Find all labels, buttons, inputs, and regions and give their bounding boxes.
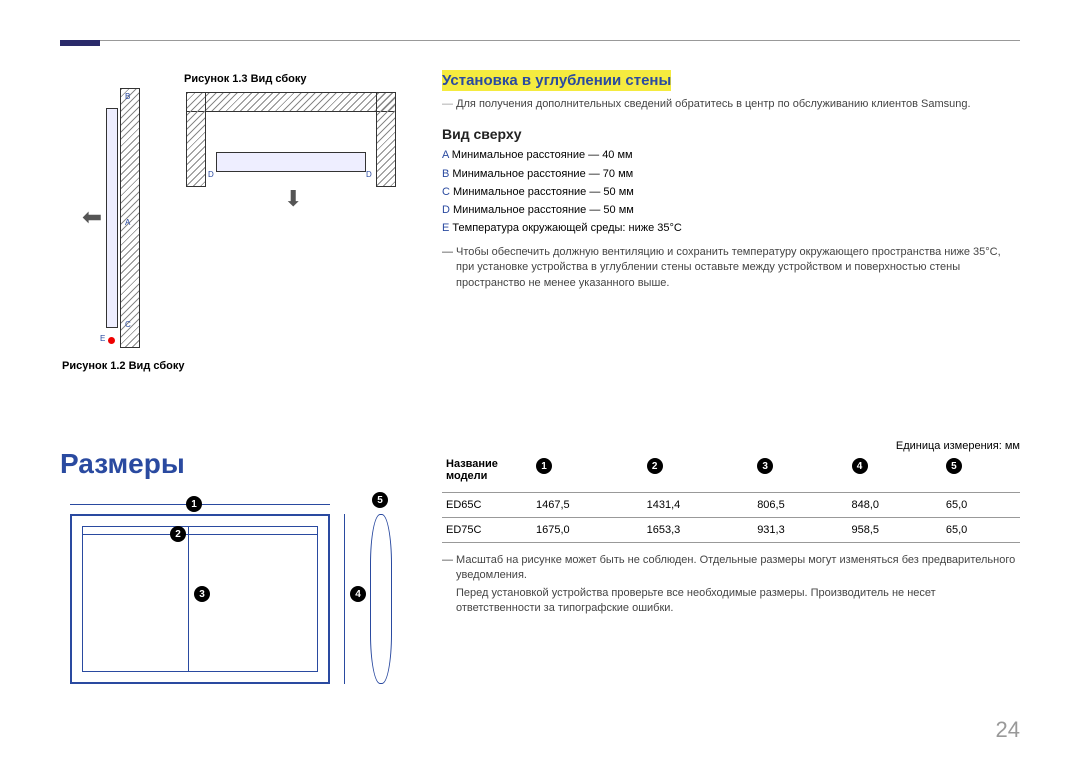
dimensions-table-wrap: Название модели 1 2 3 4 5 ED65C 1467,5 1… <box>442 452 1020 619</box>
col-2-icon: 2 <box>647 458 663 474</box>
side-profile-outline <box>370 514 392 684</box>
label-C: C <box>125 320 131 329</box>
top-wall-top <box>186 92 396 112</box>
header-rule <box>60 40 1020 41</box>
side-panel <box>106 108 118 328</box>
cell: 65,0 <box>942 493 1020 518</box>
distance-text: Температура окружающей среды: ниже 35°C <box>452 222 681 234</box>
cell-model: ED75C <box>442 518 532 543</box>
distance-item: E Температура окружающей среды: ниже 35°… <box>442 219 1020 237</box>
cell: 848,0 <box>848 493 942 518</box>
label-B: B <box>125 92 130 101</box>
callout-3-icon: 3 <box>194 586 210 602</box>
distance-item: D Минимальное расстояние — 50 мм <box>442 201 1020 219</box>
top-wall-left <box>186 92 206 187</box>
distance-text: Минимальное расстояние — 50 мм <box>453 186 634 198</box>
temperature-dot-icon <box>108 337 115 344</box>
side-arrow-icon: ⬅ <box>82 203 102 232</box>
col-4-icon: 4 <box>852 458 868 474</box>
cell-model: ED65C <box>442 493 532 518</box>
table-note-2: Перед установкой устройства проверьте вс… <box>442 586 1020 617</box>
distance-key: B <box>442 168 449 180</box>
distance-text: Минимальное расстояние — 70 мм <box>452 168 633 180</box>
distance-text: Минимальное расстояние — 50 мм <box>453 204 634 216</box>
distance-list: A Минимальное расстояние — 40 мм B Миним… <box>442 146 1020 237</box>
header-col: 2 <box>643 452 754 493</box>
note-dash: ― <box>442 98 453 110</box>
top-view-heading: Вид сверху <box>442 126 1020 142</box>
figure-1-2-caption: Рисунок 1.2 Вид сбоку <box>62 360 184 372</box>
cell: 65,0 <box>942 518 1020 543</box>
distance-item: A Минимальное расстояние — 40 мм <box>442 146 1020 164</box>
unit-label: Единица измерения: мм <box>896 440 1020 452</box>
label-A: A <box>125 218 130 227</box>
distance-key: C <box>442 186 450 198</box>
distance-item: C Минимальное расстояние — 50 мм <box>442 183 1020 201</box>
header-accent <box>60 40 100 46</box>
figure-1-3-caption: Рисунок 1.3 Вид сбоку <box>184 73 306 85</box>
cell: 1431,4 <box>643 493 754 518</box>
section-title: Установка в углублении стены <box>442 70 671 91</box>
service-note: ― Для получения дополнительных сведений … <box>442 97 1020 112</box>
col-3-icon: 3 <box>757 458 773 474</box>
header-model: Название модели <box>442 452 532 493</box>
label-E: E <box>100 334 105 343</box>
header-col: 1 <box>532 452 643 493</box>
page-number: 24 <box>996 717 1020 743</box>
table-header-row: Название модели 1 2 3 4 5 <box>442 452 1020 493</box>
dimensions-title: Размеры <box>60 448 185 480</box>
distance-item: B Минимальное расстояние — 70 мм <box>442 165 1020 183</box>
callout-4-icon: 4 <box>350 586 366 602</box>
top-panel <box>216 152 366 172</box>
cell: 1653,3 <box>643 518 754 543</box>
distance-key: A <box>442 149 449 161</box>
callout-2-icon: 2 <box>170 526 186 542</box>
distance-key: D <box>442 204 450 216</box>
figure-1-2-side: ⬅ B A C E <box>80 88 140 348</box>
callout-5-icon: 5 <box>372 492 388 508</box>
cell: 958,5 <box>848 518 942 543</box>
ventilation-note: ― Чтобы обеспечить должную вентиляцию и … <box>442 245 1020 291</box>
dimensions-figure: 1 2 3 4 5 <box>60 496 400 696</box>
table-note-1: ― Масштаб на рисунке может быть не соблю… <box>442 553 1020 584</box>
cell: 1675,0 <box>532 518 643 543</box>
dim-arrow-2 <box>82 534 318 535</box>
table-row: ED75C 1675,0 1653,3 931,3 958,5 65,0 <box>442 518 1020 543</box>
dimensions-table: Название модели 1 2 3 4 5 ED65C 1467,5 1… <box>442 452 1020 543</box>
top-wall-right <box>376 92 396 187</box>
label-D-left: D <box>208 170 214 179</box>
dim-arrow-4 <box>344 514 345 684</box>
content-column: Установка в углублении стены ― Для получ… <box>442 70 1020 291</box>
side-profile <box>370 514 392 684</box>
table-notes: ― Масштаб на рисунке может быть не соблю… <box>442 553 1020 617</box>
cell: 931,3 <box>753 518 847 543</box>
col-1-icon: 1 <box>536 458 552 474</box>
dim-arrow-3 <box>188 526 189 672</box>
label-D-right: D <box>366 170 372 179</box>
col-5-icon: 5 <box>946 458 962 474</box>
figure-1-3-top: D D ⬇ <box>186 92 396 202</box>
callout-1-icon: 1 <box>186 496 202 512</box>
cell: 806,5 <box>753 493 847 518</box>
top-arrow-icon: ⬇ <box>284 186 302 212</box>
distance-key: E <box>442 222 449 234</box>
distance-text: Минимальное расстояние — 40 мм <box>452 149 633 161</box>
header-col: 3 <box>753 452 847 493</box>
cell: 1467,5 <box>532 493 643 518</box>
service-note-text: Для получения дополнительных сведений об… <box>456 98 971 110</box>
header-col: 4 <box>848 452 942 493</box>
header-col: 5 <box>942 452 1020 493</box>
table-row: ED65C 1467,5 1431,4 806,5 848,0 65,0 <box>442 493 1020 518</box>
